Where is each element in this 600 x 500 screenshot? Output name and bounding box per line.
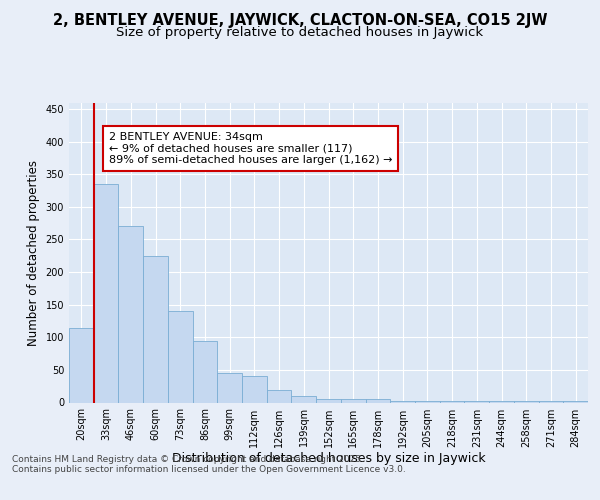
Bar: [341, 399, 365, 402]
Bar: [514, 401, 539, 402]
Bar: [69, 328, 94, 402]
Bar: [316, 398, 341, 402]
Bar: [539, 401, 563, 402]
Bar: [118, 226, 143, 402]
Bar: [193, 340, 217, 402]
Y-axis label: Number of detached properties: Number of detached properties: [27, 160, 40, 346]
Text: Size of property relative to detached houses in Jaywick: Size of property relative to detached ho…: [116, 26, 484, 39]
X-axis label: Distribution of detached houses by size in Jaywick: Distribution of detached houses by size …: [172, 452, 485, 466]
Bar: [168, 311, 193, 402]
Bar: [415, 401, 440, 402]
Text: 2, BENTLEY AVENUE, JAYWICK, CLACTON-ON-SEA, CO15 2JW: 2, BENTLEY AVENUE, JAYWICK, CLACTON-ON-S…: [53, 12, 547, 28]
Bar: [292, 396, 316, 402]
Bar: [563, 401, 588, 402]
Bar: [242, 376, 267, 402]
Bar: [489, 401, 514, 402]
Bar: [267, 390, 292, 402]
Bar: [440, 401, 464, 402]
Bar: [390, 401, 415, 402]
Bar: [365, 398, 390, 402]
Text: Contains HM Land Registry data © Crown copyright and database right 2025.
Contai: Contains HM Land Registry data © Crown c…: [12, 455, 406, 474]
Bar: [94, 184, 118, 402]
Bar: [143, 256, 168, 402]
Text: 2 BENTLEY AVENUE: 34sqm
← 9% of detached houses are smaller (117)
89% of semi-de: 2 BENTLEY AVENUE: 34sqm ← 9% of detached…: [109, 132, 392, 165]
Bar: [464, 401, 489, 402]
Bar: [217, 373, 242, 402]
